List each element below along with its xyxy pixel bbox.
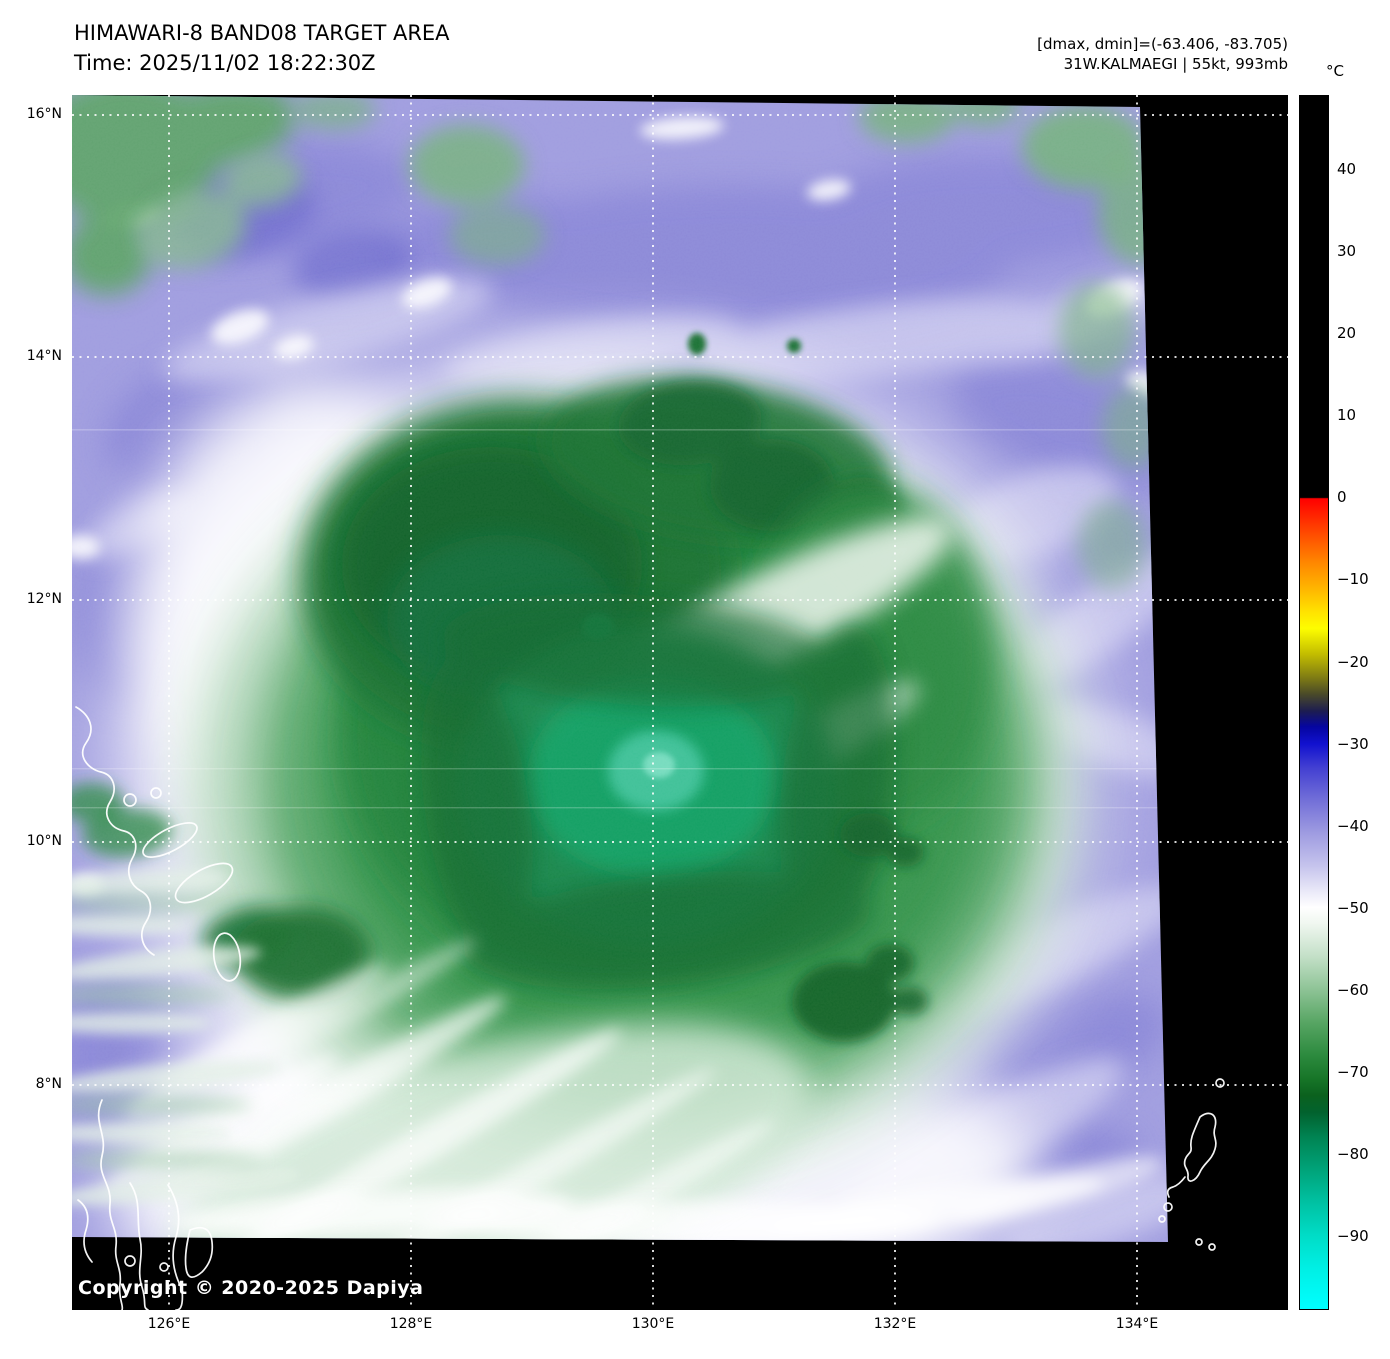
lat-tick-16n: 16°N (26, 106, 62, 122)
lon-tick-128e: 128°E (389, 1316, 433, 1332)
storm-info-annotation: 31W.KALMAEGI | 55kt, 993mb (1063, 55, 1288, 73)
colorbar-tick-0: 0 (1337, 488, 1347, 506)
colorbar-tick-m30: −30 (1337, 735, 1369, 753)
map-axes: Copyright © 2020-2025 Dapiya (72, 95, 1288, 1310)
graticule-gridlines (72, 95, 1288, 1310)
colorbar-tick-10: 10 (1337, 406, 1357, 424)
satellite-swath (72, 95, 1168, 1242)
lat-tick-12n: 12°N (26, 591, 62, 607)
colorbar-unit-label: °C (1326, 62, 1344, 80)
lon-tick-130e: 130°E (631, 1316, 675, 1332)
colorbar-tick-m90: −90 (1337, 1227, 1369, 1245)
lon-tick-132e: 132°E (873, 1316, 917, 1332)
colorbar-tick-m70: −70 (1337, 1063, 1369, 1081)
copyright-watermark: Copyright © 2020-2025 Dapiya (78, 1277, 424, 1299)
colorbar-tick-m60: −60 (1337, 981, 1369, 999)
lat-tick-8n: 8°N (35, 1076, 62, 1092)
lon-tick-126e: 126°E (147, 1316, 191, 1332)
colorbar-tick-20: 20 (1337, 324, 1357, 342)
colorbar-tick-40: 40 (1337, 160, 1357, 178)
dmax-dmin-annotation: [dmax, dmin]=(-63.406, -83.705) (1037, 35, 1288, 53)
plot-title: HIMAWARI-8 BAND08 TARGET AREA (74, 21, 450, 45)
satellite-image-canvas (72, 95, 1288, 1310)
lon-tick-134e: 134°E (1115, 1316, 1159, 1332)
colorbar-tick-m50: −50 (1337, 899, 1369, 917)
plot-timestamp: Time: 2025/11/02 18:22:30Z (74, 51, 376, 75)
colorbar-tick-m10: −10 (1337, 570, 1369, 588)
colorbar-tick-m40: −40 (1337, 817, 1369, 835)
lat-tick-14n: 14°N (26, 348, 62, 364)
temperature-colorbar (1299, 95, 1329, 1310)
colorbar-tick-m80: −80 (1337, 1145, 1369, 1163)
colorbar-tick-30: 30 (1337, 242, 1357, 260)
colorbar-tick-m20: −20 (1337, 653, 1369, 671)
annotation-block: [dmax, dmin]=(-63.406, -83.705) 31W.KALM… (1037, 34, 1288, 74)
lat-tick-10n: 10°N (26, 833, 62, 849)
coastlines (75, 706, 1225, 1310)
